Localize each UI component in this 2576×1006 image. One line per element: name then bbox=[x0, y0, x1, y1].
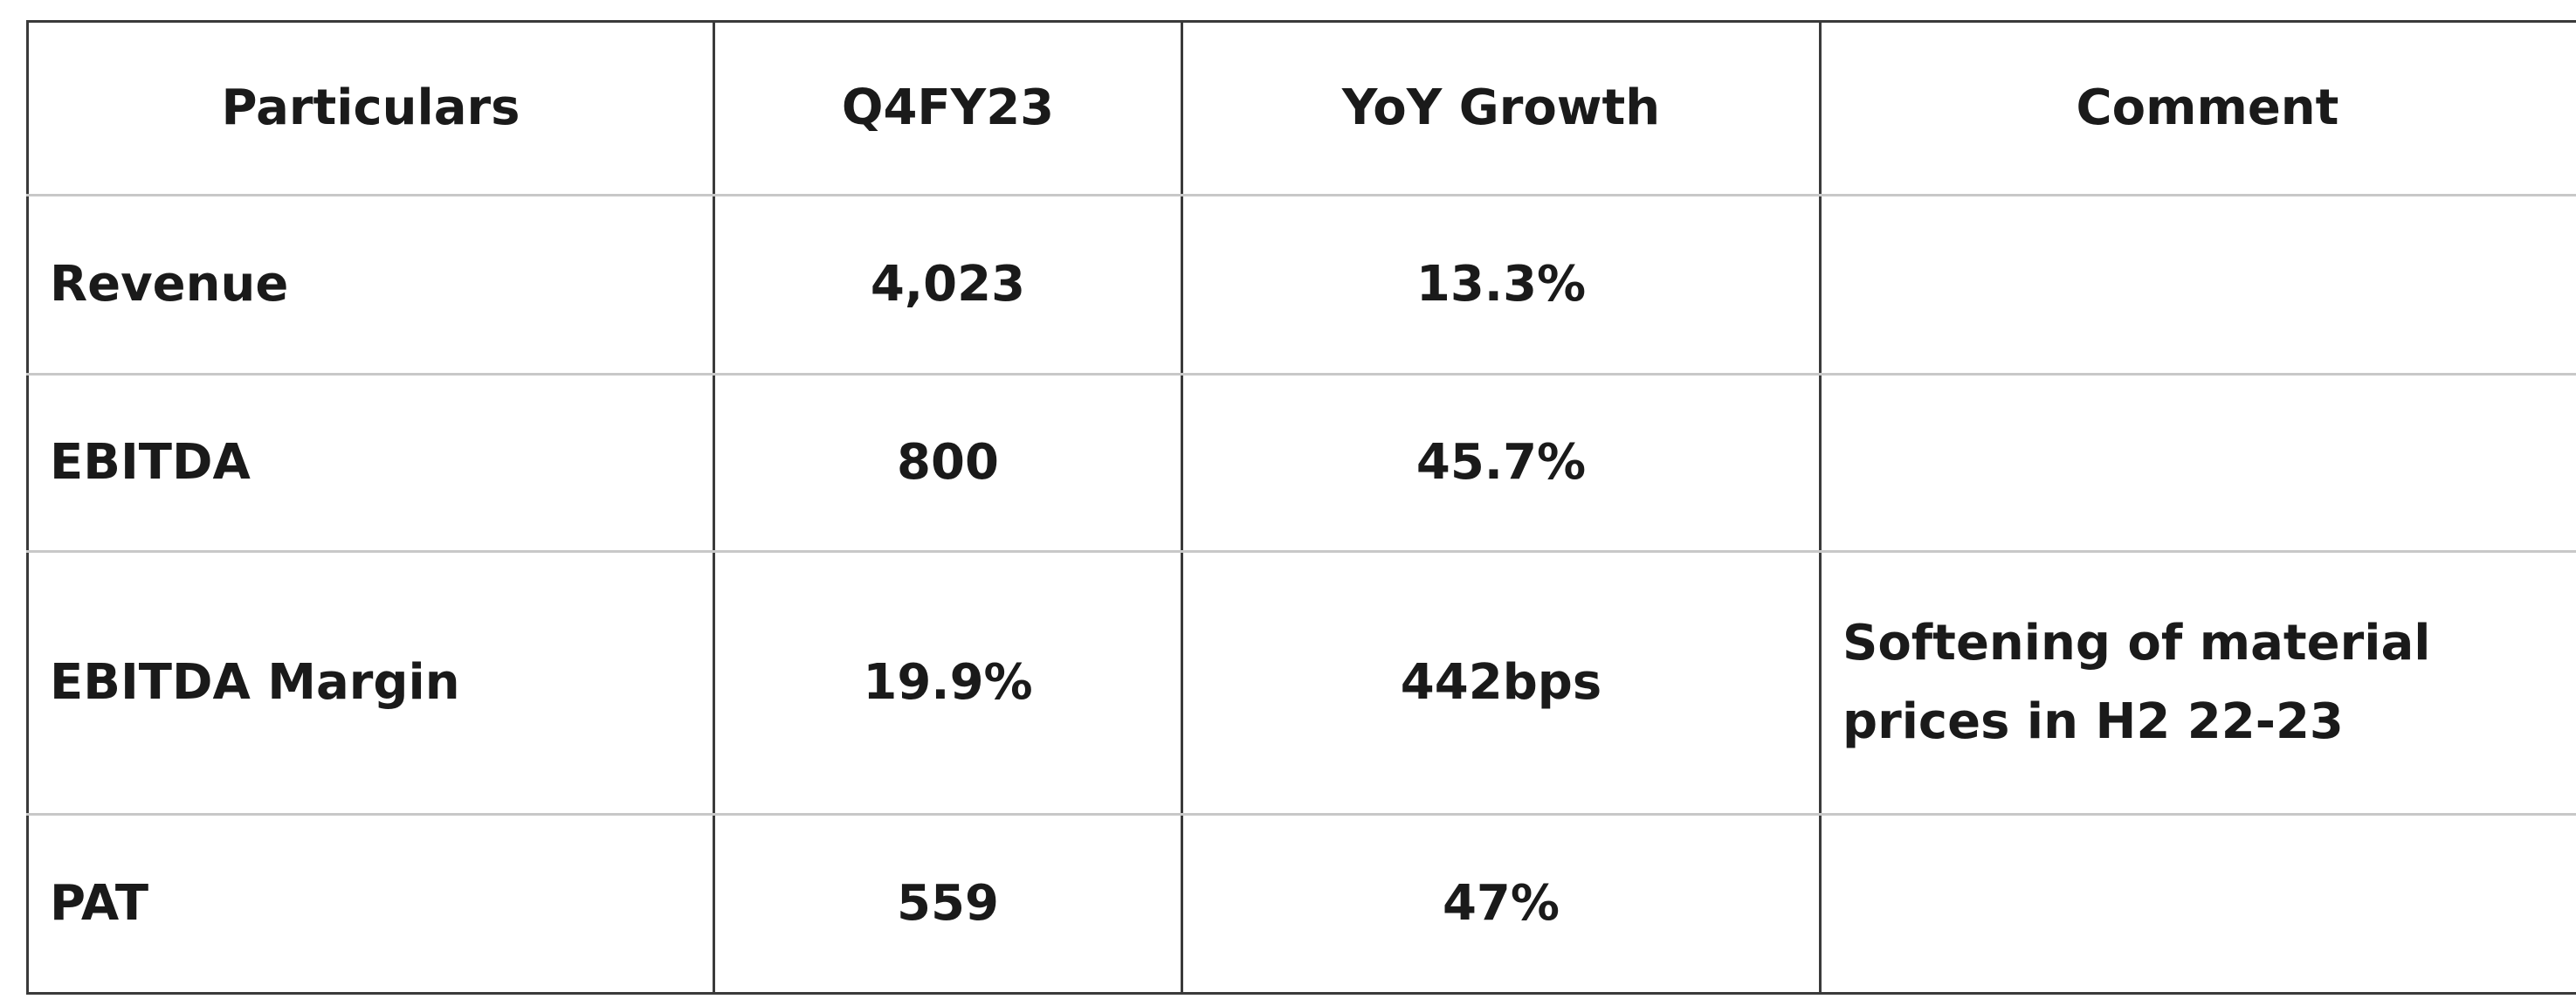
row-label: EBITDA bbox=[26, 373, 715, 553]
comment-line: Softening of material bbox=[1842, 615, 2431, 672]
value-cell: 800 bbox=[713, 373, 1183, 553]
value-cell: 45.7% bbox=[1181, 373, 1822, 553]
value-cell: 559 bbox=[713, 813, 1183, 995]
table-row: EBITDA 800 45.7% bbox=[26, 373, 2576, 553]
comment-cell: Softening of material prices in H2 22-23 bbox=[1819, 550, 2576, 816]
value-cell: 442bps bbox=[1181, 550, 1822, 816]
table-row: PAT 559 47% bbox=[26, 813, 2576, 995]
empty-cell bbox=[1819, 813, 2576, 995]
value-cell: 47% bbox=[1181, 813, 1822, 995]
empty-cell bbox=[1819, 194, 2576, 376]
header-cell: Comment bbox=[1819, 20, 2576, 196]
financial-table: Particulars Q4FY23 YoY Growth Comment Reven… bbox=[26, 20, 2576, 995]
header-row: Particulars Q4FY23 YoY Growth Comment bbox=[26, 20, 2576, 196]
header-cell: YoY Growth bbox=[1181, 20, 1822, 196]
value-cell: 19.9% bbox=[713, 550, 1183, 816]
header-cell: Particulars bbox=[26, 20, 715, 196]
value-cell: 13.3% bbox=[1181, 194, 1822, 376]
comment-line: prices in H2 22-23 bbox=[1842, 693, 2344, 750]
table-row: EBITDA Margin 19.9% 442bps Softening of mat… bbox=[26, 550, 2576, 816]
row-label: Revenue bbox=[26, 194, 715, 376]
row-label: EBITDA Margin bbox=[26, 550, 715, 816]
table-row: Revenue 4,023 13.3% bbox=[26, 194, 2576, 376]
empty-cell bbox=[1819, 373, 2576, 553]
row-label: PAT bbox=[26, 813, 715, 995]
value-cell: 4,023 bbox=[713, 194, 1183, 376]
header-cell: Q4FY23 bbox=[713, 20, 1183, 196]
